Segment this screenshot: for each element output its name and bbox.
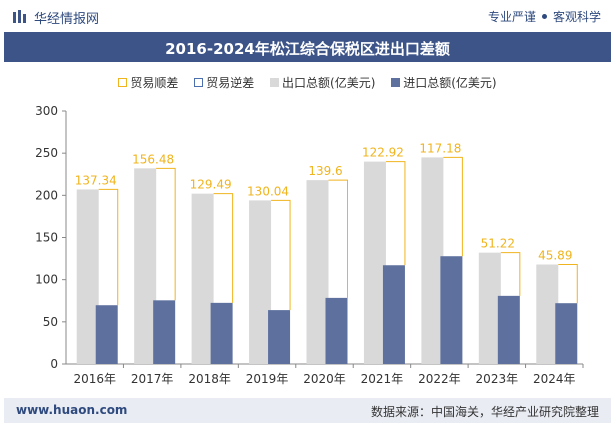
export-bar	[478, 252, 501, 364]
surplus-value-label: 45.89	[538, 248, 572, 262]
brand-logo-icon	[13, 10, 26, 23]
import-bar	[325, 297, 348, 364]
surplus-value-label: 129.49	[190, 178, 232, 192]
slogan: 专业严谨 客观科学	[488, 8, 601, 25]
y-tick-label: 0	[50, 357, 58, 371]
slogan-left: 专业严谨	[487, 10, 536, 24]
surplus-value-label: 117.18	[419, 141, 461, 155]
x-tick-label: 2017年	[131, 372, 174, 386]
y-tick-label: 250	[35, 146, 58, 160]
legend-label-surplus: 贸易顺差	[130, 76, 179, 90]
footer-bar: www.huaon.com 数据来源：中国海关，华经产业研究院整理	[4, 398, 611, 423]
y-tick-label: 200	[35, 188, 58, 202]
export-bar	[76, 189, 99, 364]
export-bar	[363, 161, 386, 364]
legend-item-surplus: 贸易顺差	[118, 74, 178, 91]
surplus-bracket	[385, 161, 406, 266]
legend-label-import: 进口总额(亿美元)	[403, 76, 497, 90]
surplus-bracket	[213, 193, 234, 303]
export-bar	[306, 180, 329, 364]
legend-swatch-surplus	[118, 78, 128, 87]
x-tick-label: 2022年	[418, 372, 461, 386]
title-bar: 2016-2024年松江综合保税区进出口差额	[4, 32, 611, 62]
import-bar	[210, 302, 233, 364]
top-bar: 华经情报网 专业严谨 客观科学	[0, 0, 615, 32]
surplus-value-label: 51.22	[481, 237, 515, 251]
footer-website: www.huaon.com	[16, 403, 128, 417]
legend-item-export: 出口总额(亿美元)	[270, 74, 375, 91]
y-tick-label: 100	[35, 273, 58, 287]
surplus-value-label: 137.34	[75, 173, 117, 187]
export-bar	[536, 264, 559, 364]
export-bar	[134, 168, 157, 364]
chart-legend: 贸易顺差 贸易逆差 出口总额(亿美元) 进口总额(亿美元)	[0, 74, 615, 92]
x-tick-label: 2023年	[476, 372, 519, 386]
export-bar	[421, 157, 444, 364]
import-bar	[555, 303, 578, 364]
footer-source: 数据来源：中国海关，华经产业研究院整理	[370, 405, 599, 419]
legend-swatch-import	[391, 78, 401, 87]
dot-icon	[541, 14, 547, 19]
surplus-bracket	[271, 199, 291, 311]
export-bar	[249, 200, 272, 364]
y-tick-label: 300	[35, 104, 58, 118]
x-tick-label: 2021年	[361, 372, 404, 386]
surplus-value-label: 122.92	[362, 146, 404, 160]
chart-title: 2016-2024年松江综合保税区进出口差额	[165, 40, 450, 58]
slogan-right: 客观科学	[552, 10, 601, 24]
x-tick-label: 2019年	[246, 372, 289, 386]
legend-item-import: 进口总额(亿美元)	[391, 74, 497, 91]
legend-label-export: 出口总额(亿美元)	[282, 76, 376, 90]
x-tick-label: 2020年	[303, 372, 346, 386]
import-bar	[440, 256, 463, 364]
legend-label-deficit: 贸易逆差	[206, 76, 255, 90]
surplus-value-label: 156.48	[132, 152, 174, 166]
y-tick-label: 150	[35, 231, 58, 245]
brand-name: 华经情报网	[34, 12, 100, 27]
import-bar	[382, 265, 405, 364]
import-bar	[153, 300, 176, 364]
surplus-value-label: 130.04	[247, 184, 289, 198]
chart-plot: 0 50 100 150 200 250 300 137.34 2016年 156.48 2017年…	[35, 104, 584, 386]
legend-swatch-deficit	[194, 78, 204, 87]
surplus-bracket	[443, 156, 463, 257]
import-bar	[95, 305, 118, 364]
surplus-bracket	[328, 179, 348, 298]
x-tick-label: 2016年	[73, 372, 116, 386]
surplus-bracket	[98, 188, 119, 306]
surplus-bracket	[156, 167, 176, 301]
x-tick-label: 2018年	[188, 372, 231, 386]
surplus-value-label: 139.6	[308, 164, 342, 178]
surplus-bracket	[500, 252, 521, 296]
surplus-bracket	[558, 263, 578, 304]
export-bar	[191, 193, 214, 364]
x-tick-label: 2024年	[533, 372, 576, 386]
import-bar	[497, 295, 520, 364]
legend-item-deficit: 贸易逆差	[194, 74, 254, 91]
import-bar	[268, 310, 291, 364]
y-tick-label: 50	[43, 315, 58, 329]
legend-swatch-export	[270, 78, 280, 87]
